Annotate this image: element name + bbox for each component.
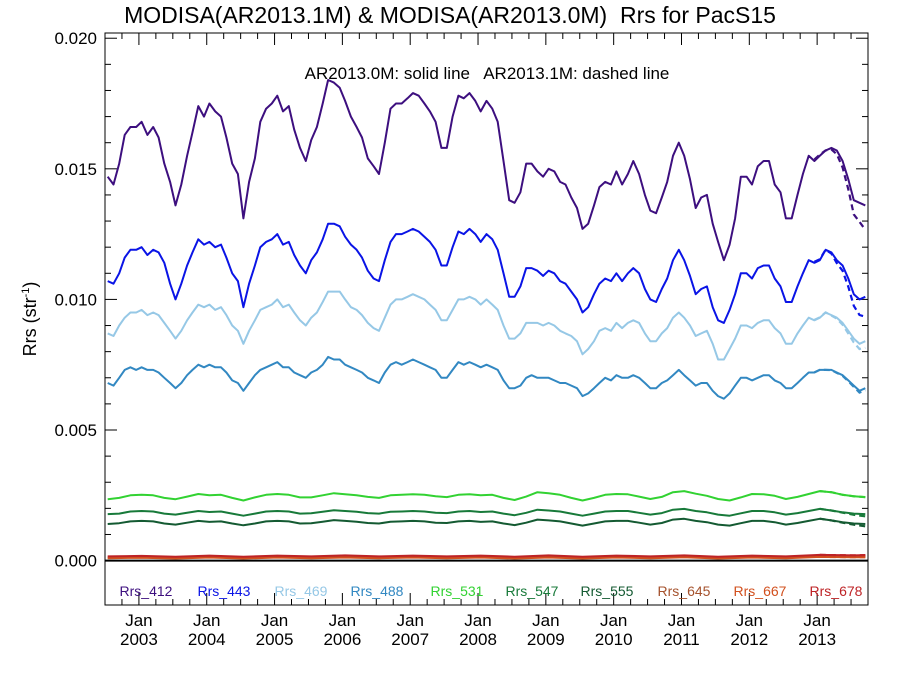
series-dashed-rrs-469 [813, 311, 866, 351]
legend-label: Rrs_645 [658, 583, 711, 599]
x-tick-year-label: 2003 [120, 630, 158, 649]
legend-label: Rrs_678 [810, 583, 863, 599]
x-tick-month-label: Jan [668, 611, 695, 630]
series-dashed-rrs-547 [819, 507, 866, 518]
x-tick-year-label: 2005 [256, 630, 294, 649]
series-dashed-rrs-555 [819, 517, 866, 528]
series-line-rrs-547 [107, 507, 866, 517]
y-tick-label: 0.000 [54, 552, 97, 571]
legend-label: Rrs_469 [275, 583, 328, 599]
x-tick-year-label: 2012 [730, 630, 768, 649]
x-tick-month-label: Jan [396, 611, 423, 630]
series-line-rrs-443 [107, 222, 866, 324]
x-tick-year-label: 2013 [798, 630, 836, 649]
legend-label: Rrs_547 [506, 583, 559, 599]
x-tick-month-label: Jan [261, 611, 288, 630]
chart-title: MODISA(AR2013.1M) & MODISA(AR2013.0M) Rr… [124, 2, 776, 28]
series-dashed-rrs-678 [819, 553, 866, 557]
x-tick-month-label: Jan [532, 611, 559, 630]
series-line-rrs-531 [107, 490, 866, 502]
legend-label: Rrs_555 [581, 583, 634, 599]
legend-label: Rrs_667 [734, 583, 787, 599]
series-dashed-rrs-531 [819, 490, 866, 499]
y-axis-label: Rrs (str-1) [20, 282, 40, 357]
legend-label: Rrs_488 [351, 583, 404, 599]
x-tick-month-label: Jan [803, 611, 830, 630]
x-tick-year-label: 2004 [188, 630, 226, 649]
series-line-rrs-678 [107, 553, 866, 558]
y-tick-label: 0.015 [54, 160, 97, 179]
x-tick-month-label: Jan [329, 611, 356, 630]
y-tick-label: 0.020 [54, 29, 97, 48]
x-tick-month-label: Jan [125, 611, 152, 630]
series-dashed-rrs-443 [813, 248, 866, 318]
chart-annotation: AR2013.0M: solid line AR2013.1M: dashed … [305, 64, 670, 83]
x-tick-year-label: 2006 [323, 630, 361, 649]
series-dashed-rrs-412 [813, 148, 867, 231]
x-tick-month-label: Jan [600, 611, 627, 630]
x-tick-year-label: 2010 [595, 630, 633, 649]
x-tick-month-label: Jan [193, 611, 220, 630]
series-line-rrs-412 [106, 79, 866, 262]
legend-label: Rrs_443 [198, 583, 251, 599]
y-tick-label: 0.010 [54, 290, 97, 309]
x-tick-month-label: Jan [464, 611, 491, 630]
plot-frame [104, 32, 869, 606]
x-tick-year-label: 2008 [459, 630, 497, 649]
series-line-rrs-469 [107, 290, 866, 361]
x-tick-year-label: 2011 [663, 630, 700, 649]
x-tick-year-label: 2009 [527, 630, 565, 649]
legend-label: Rrs_412 [120, 583, 173, 599]
series-line-rrs-488 [107, 355, 866, 400]
x-tick-month-label: Jan [736, 611, 763, 630]
series-line-rrs-667 [107, 555, 866, 560]
y-tick-label: 0.005 [54, 421, 97, 440]
series-line-rrs-555 [107, 517, 866, 527]
x-tick-year-label: 2007 [391, 630, 429, 649]
legend-label: Rrs_531 [431, 583, 484, 599]
